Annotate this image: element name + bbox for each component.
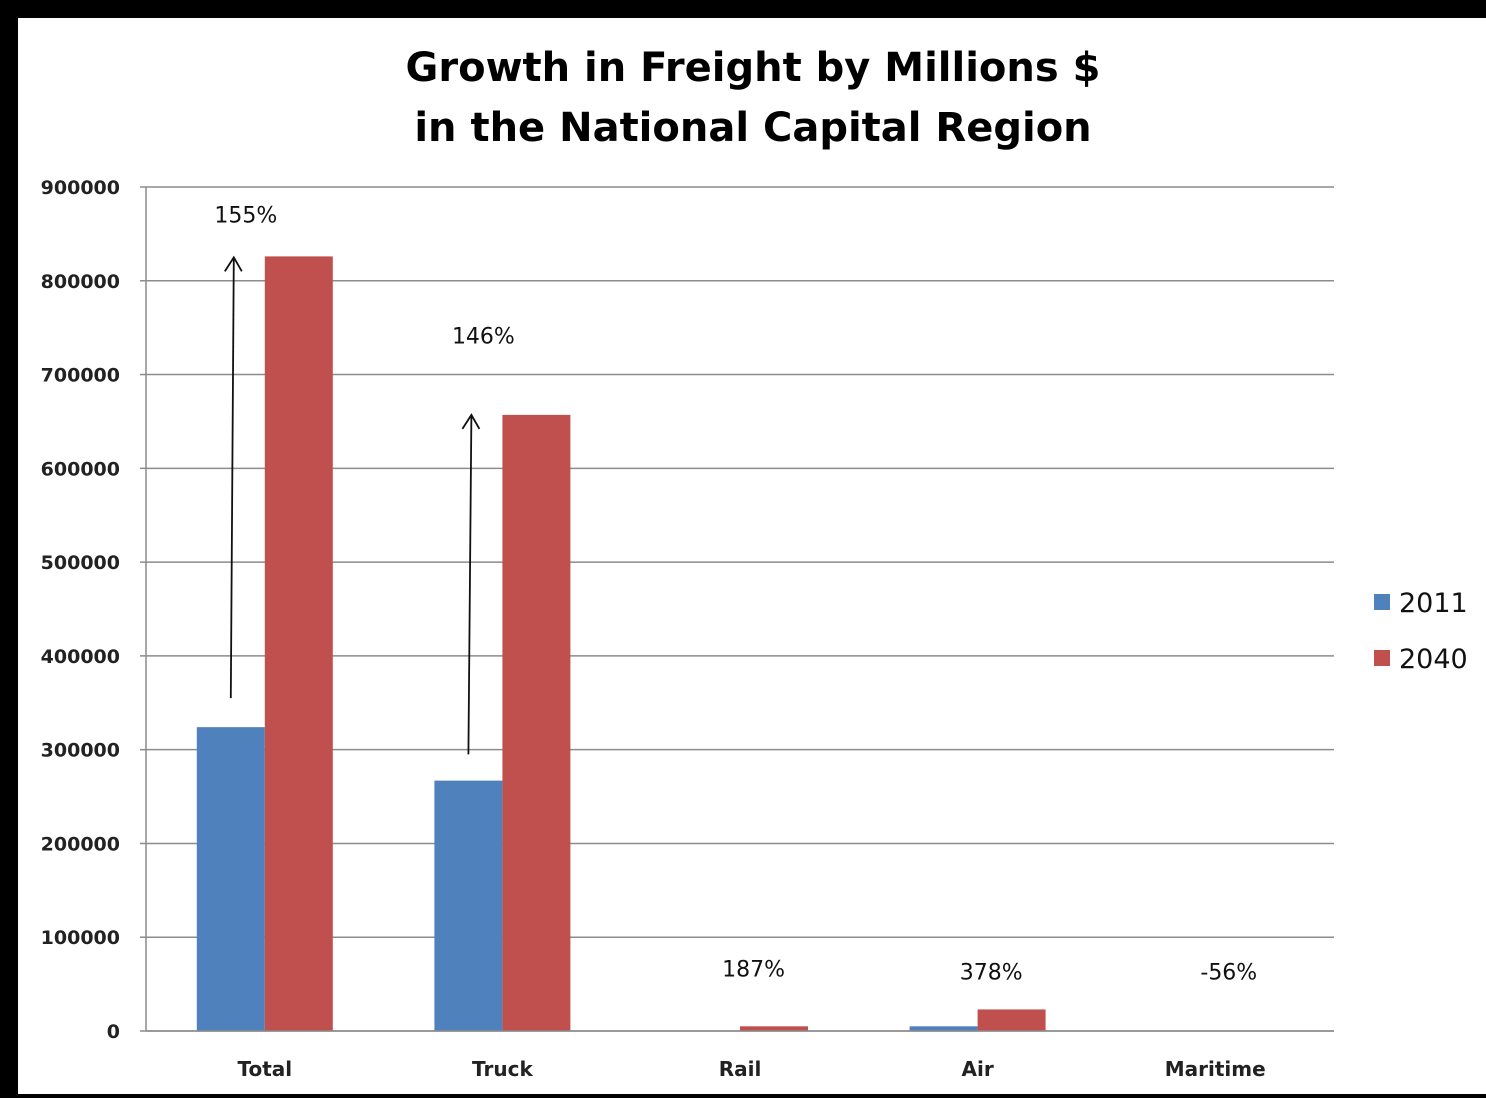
y-tick-label: 500000 [41,552,120,574]
bar-2011-total [196,727,265,1031]
y-tick-label: 0 [107,1021,120,1043]
chart-panel: Growth in Freight by Millions $ in the N… [18,18,1486,1094]
legend-label: 2040 [1399,644,1468,675]
bar-2011-air [909,1026,978,1031]
y-tick-label: 700000 [41,365,120,387]
growth-arrow [467,414,473,755]
y-tick-label: 600000 [41,458,120,480]
chart-title-line-2: in the National Capital Region [414,105,1091,151]
y-tick-label: 400000 [41,646,120,668]
growth-arrow [229,257,235,699]
growth-arrow-head [461,413,481,430]
bar-2040-total [264,256,333,1031]
legend-swatch [1374,650,1390,666]
x-category-label: Total [237,1057,292,1081]
growth-label: 146% [452,325,515,350]
legend-label: 2011 [1399,588,1468,619]
freight-chart: Growth in Freight by Millions $ in the N… [41,45,1468,1081]
y-tick-label: 900000 [41,177,120,199]
bar-2011-truck [434,780,503,1031]
growth-label: 187% [722,958,785,983]
growth-arrow-head [224,255,243,272]
legend: 2011 2040 [1374,588,1468,675]
x-category-label: Maritime [1165,1057,1266,1081]
bar-2040-truck [502,414,571,1031]
bars [196,256,1046,1031]
gridlines [146,186,1334,1032]
chart-title-line-1: Growth in Freight by Millions $ [406,45,1101,91]
legend-swatch [1374,594,1390,610]
y-tick-label: 200000 [41,833,120,855]
y-tick-label: 300000 [41,740,120,762]
x-category-label: Rail [719,1057,762,1081]
growth-label: 155% [214,204,277,229]
bar-2040-rail [740,1026,808,1031]
x-category-label: Truck [472,1057,533,1081]
bar-2040-air [977,1009,1046,1031]
annotations: 155% 146% 187% 378% -56% [214,204,1257,986]
x-category-label: Air [961,1057,993,1081]
y-tick-label: 800000 [41,271,120,293]
axes: 0 100000 200000 300000 400000 500000 600000 700… [41,177,1334,1081]
y-tick-label: 100000 [41,927,120,949]
growth-label: -56% [1200,960,1257,985]
growth-label: 378% [960,960,1023,985]
